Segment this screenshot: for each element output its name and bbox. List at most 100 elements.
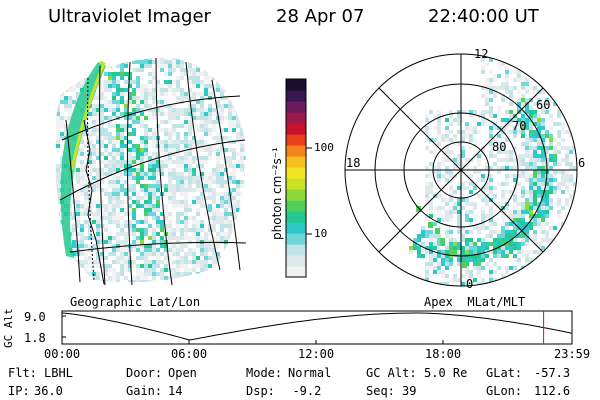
geo-pixel — [212, 108, 216, 112]
polar-pixel — [485, 186, 489, 190]
geo-pixel — [168, 160, 172, 164]
geo-pixel — [96, 108, 100, 112]
color-bar-segment — [286, 112, 306, 124]
polar-pixel — [489, 186, 493, 190]
polar-pixel — [533, 114, 537, 118]
geo-pixel — [188, 184, 192, 188]
geo-pixel — [184, 68, 188, 72]
geo-pixel — [56, 280, 60, 283]
geo-pixel — [208, 288, 212, 292]
geo-pixel — [120, 132, 124, 136]
geo-pixel — [216, 132, 220, 136]
geo-pixel — [228, 264, 232, 268]
geo-pixel — [148, 88, 152, 92]
geo-pixel — [116, 192, 120, 196]
geo-pixel — [56, 124, 60, 128]
geo-pixel — [184, 96, 188, 100]
polar-image — [344, 53, 578, 287]
geo-pixel — [168, 176, 172, 180]
polar-pixel — [541, 186, 545, 190]
polar-pixel — [449, 258, 453, 262]
polar-pixel — [445, 214, 449, 218]
geo-pixel — [204, 276, 208, 280]
geo-pixel — [168, 196, 172, 200]
geo-pixel — [208, 57, 212, 60]
geo-pixel — [164, 256, 168, 260]
geo-pixel — [156, 252, 160, 256]
geo-pixel — [232, 168, 236, 172]
geo-pixel — [144, 152, 148, 156]
geo-pixel — [248, 132, 252, 136]
geo-pixel — [188, 164, 192, 168]
polar-pixel — [501, 250, 505, 254]
geo-pixel — [228, 176, 232, 180]
polar-pixel — [453, 206, 457, 210]
polar-pixel — [521, 202, 525, 206]
polar-pixel — [477, 250, 481, 254]
geo-pixel — [136, 172, 140, 176]
geo-pixel — [216, 80, 220, 84]
geo-pixel — [140, 244, 144, 248]
geo-pixel — [92, 160, 96, 164]
geo-pixel — [148, 212, 152, 216]
geo-pixel — [132, 68, 136, 72]
polar-pixel — [429, 162, 433, 166]
polar-pixel — [509, 174, 513, 178]
geo-pixel — [104, 128, 108, 132]
geo-pixel — [228, 252, 232, 256]
geo-pixel — [220, 196, 224, 200]
color-bar-segment — [286, 244, 306, 256]
polar-pixel — [497, 238, 501, 242]
polar-pixel — [561, 138, 565, 142]
geo-pixel — [128, 260, 132, 264]
polar-pixel — [433, 114, 437, 118]
geo-pixel — [172, 204, 176, 208]
geo-pixel — [228, 232, 232, 236]
polar-pixel — [425, 278, 429, 282]
geo-pixel — [248, 224, 252, 228]
polar-pixel — [505, 74, 509, 78]
geo-pixel — [156, 232, 160, 236]
geo-pixel — [172, 116, 176, 120]
geo-pixel — [68, 84, 72, 88]
polar-pixel — [461, 146, 465, 150]
geo-pixel — [196, 264, 200, 268]
polar-pixel — [453, 158, 457, 162]
geo-pixel — [208, 80, 212, 84]
geo-pixel — [172, 276, 176, 280]
polar-pixel — [469, 146, 473, 150]
polar-pixel — [497, 166, 501, 170]
geo-pixel — [96, 220, 100, 224]
geo-pixel — [204, 88, 208, 92]
polar-pixel — [557, 182, 561, 186]
geo-pixel — [60, 132, 64, 136]
geo-pixel — [128, 204, 132, 208]
geo-pixel — [240, 264, 244, 268]
geo-pixel — [188, 144, 192, 148]
geo-pixel — [112, 244, 116, 248]
geo-pixel — [216, 136, 220, 140]
geo-pixel — [248, 168, 252, 172]
geo-pixel — [216, 160, 220, 164]
polar-pixel — [501, 158, 505, 162]
geo-pixel — [216, 288, 220, 292]
polar-pixel — [477, 158, 481, 162]
geo-pixel — [124, 264, 128, 268]
geo-pixel — [104, 72, 108, 76]
geo-pixel — [132, 208, 136, 212]
geo-pixel — [112, 220, 116, 224]
geo-pixel — [144, 284, 148, 288]
geo-pixel — [196, 80, 200, 84]
geo-pixel — [188, 228, 192, 232]
geo-pixel — [176, 212, 180, 216]
geo-pixel — [116, 260, 120, 264]
geo-pixel — [216, 220, 220, 224]
geo-pixel — [56, 108, 60, 112]
geo-pixel — [76, 216, 80, 220]
geo-pixel — [236, 160, 240, 164]
geo-pixel — [104, 152, 108, 156]
polar-pixel — [489, 106, 493, 110]
geo-pixel — [164, 212, 168, 216]
geo-pixel — [180, 68, 184, 72]
geo-pixel — [224, 192, 228, 196]
